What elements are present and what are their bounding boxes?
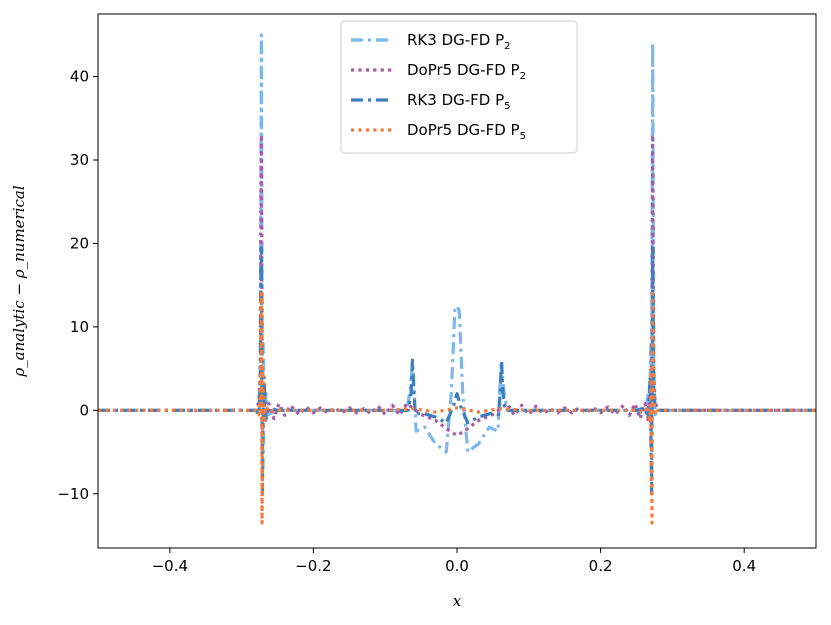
legend-label-subscript: 2 xyxy=(504,41,510,52)
y-tick-label: 40 xyxy=(70,68,89,86)
series-line-2 xyxy=(98,246,816,496)
x-tick-label: 0.2 xyxy=(589,557,613,575)
y-axis-label: ρ_analytic − ρ_numerical xyxy=(10,185,28,378)
legend-label: RK3 DG-FD P2 xyxy=(407,31,511,52)
series-line-1 xyxy=(98,133,816,454)
y-tick-label: 30 xyxy=(70,151,89,169)
y-axis: −10 0 10 20 30 40 xyxy=(57,68,98,503)
legend-box xyxy=(340,20,578,154)
x-axis-label: x xyxy=(453,592,462,610)
x-tick-label: −0.4 xyxy=(152,557,188,575)
y-tick-label: −10 xyxy=(57,485,89,503)
legend-label: RK3 DG-FD P5 xyxy=(407,91,511,112)
series-line-3 xyxy=(98,291,816,525)
legend-label: DoPr5 DG-FD P2 xyxy=(407,61,526,82)
y-tick-label: 10 xyxy=(70,318,89,336)
x-tick-label: 0.0 xyxy=(445,557,469,575)
y-tick-label: 0 xyxy=(79,401,89,419)
y-tick-label: 20 xyxy=(70,234,89,252)
x-axis: −0.4 −0.2 0.0 0.2 0.4 xyxy=(152,548,756,575)
legend: RK3 DG-FD P2 DoPr5 DG-FD P2 RK3 DG-FD P5 Do… xyxy=(340,20,578,154)
legend-label-subscript: 5 xyxy=(504,101,510,112)
legend-label-subscript: 2 xyxy=(520,71,526,82)
legend-label: DoPr5 DG-FD P5 xyxy=(407,121,526,142)
x-tick-label: 0.4 xyxy=(732,557,756,575)
series-layer xyxy=(98,33,816,525)
legend-label-subscript: 5 xyxy=(520,131,526,142)
x-tick-label: −0.2 xyxy=(295,557,331,575)
